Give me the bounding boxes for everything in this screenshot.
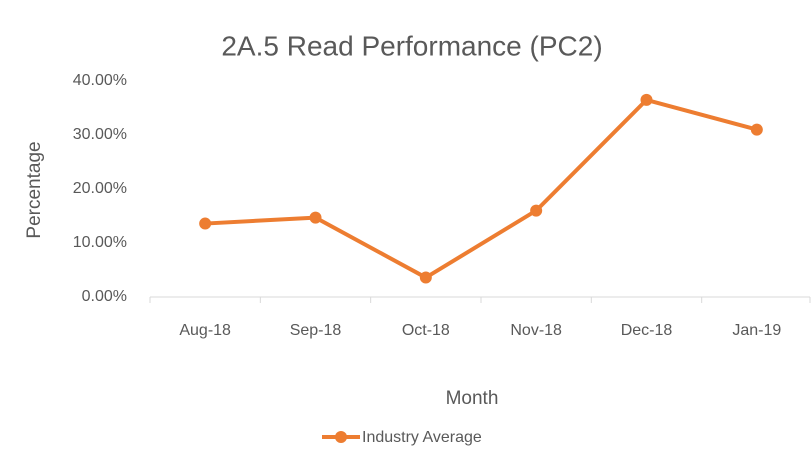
legend-marker [335,431,347,443]
point [419,271,432,284]
point [640,93,653,106]
y-tick-label: 0.00% [82,288,127,305]
chart-title: 2A.5 Read Performance (PC2) [221,30,602,61]
x-tick-label: Dec-18 [621,322,673,339]
y-tick-label: 10.00% [73,234,127,251]
point [530,204,543,217]
x-tick-label: Jan-19 [732,322,781,339]
y-tick-label: 30.00% [73,126,127,143]
point [199,217,212,230]
y-axis-label: Percentage [24,141,45,238]
x-axis-label: Month [446,388,499,409]
x-tick-label: Sep-18 [290,322,342,339]
x-tick-label: Nov-18 [510,322,562,339]
series-line [205,97,758,280]
y-tick-label: 40.00% [73,72,127,89]
y-tick-label: 20.00% [73,180,127,197]
point [750,123,763,136]
x-tick-label: Aug-18 [179,322,231,339]
x-tick-label: Oct-18 [402,322,450,339]
point [309,211,322,224]
legend-label: Industry Average [362,429,482,446]
